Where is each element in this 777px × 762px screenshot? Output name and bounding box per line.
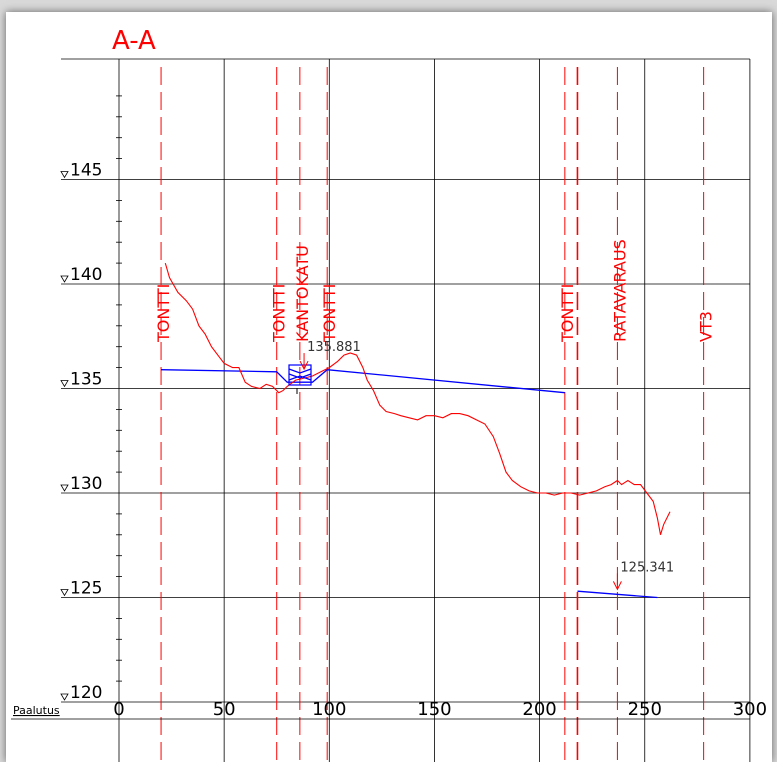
- boundary-label: KANTOKATU: [293, 245, 312, 342]
- y-tick-label: 135: [70, 370, 102, 390]
- annotation-arrow-head: [612, 581, 622, 591]
- terrain-profile: [164, 262, 671, 535]
- level-marker-icon: [60, 484, 69, 492]
- y-tick-label: 140: [70, 265, 102, 285]
- culvert-box: [288, 364, 312, 386]
- axes: 120 125 130 135 140 145 Paalutus 0 50 100 150 200 25…: [11, 95, 767, 720]
- culvert-hatch: [288, 368, 312, 381]
- level-annotation: 135.881: [307, 340, 361, 355]
- boundary-label: TONTTI: [270, 284, 289, 343]
- level-marker-icon: [60, 380, 69, 388]
- y-tick-label: 125: [70, 579, 102, 599]
- y-tick-label: 120: [70, 683, 102, 703]
- drawing-sheet: TONTTI TONTTI KANTOKATU TONTTI TONTTI RATAVAR…: [6, 12, 772, 762]
- boundary-lines: TONTTI TONTTI KANTOKATU TONTTI TONTTI RATAVAR…: [154, 67, 716, 762]
- terrain-line: [164, 262, 671, 535]
- x-tick-label: 200: [522, 699, 556, 720]
- plan-line: [577, 590, 658, 599]
- level-marker-icon: [60, 693, 69, 701]
- x-tick-label: 0: [113, 699, 124, 720]
- grid: [61, 58, 751, 762]
- level-marker-icon: [60, 589, 69, 597]
- boundary-label: TONTTI: [320, 284, 339, 343]
- boundary-label: RATAVARAUS: [610, 239, 629, 342]
- cross-section-drawing: TONTTI TONTTI KANTOKATU TONTTI TONTTI RATAVAR…: [11, 26, 767, 762]
- level-marker-icon: [60, 275, 69, 283]
- x-tick-label: 250: [628, 699, 662, 720]
- culvert-symbol: [288, 364, 312, 394]
- boundary-label: VT3: [697, 311, 716, 342]
- plan-profile-lines: [161, 369, 658, 599]
- level-marker-icon: [60, 171, 69, 179]
- level-annotation: 125.341: [620, 560, 674, 575]
- paalutus-label: Paalutus: [13, 704, 60, 717]
- y-tick-label: 130: [70, 474, 102, 494]
- boundary-label: TONTTI: [558, 284, 577, 343]
- section-title: A-A: [112, 26, 156, 56]
- y-tick-label: 145: [70, 161, 102, 181]
- boundary-label: TONTTI: [154, 284, 173, 343]
- annotation-arrow-head: [299, 360, 309, 371]
- x-tick-label: 50: [213, 699, 236, 720]
- annotations: 135.881 125.341: [299, 340, 674, 591]
- plan-line: [161, 369, 565, 394]
- x-tick-label: 300: [733, 699, 767, 720]
- x-tick-label: 150: [417, 699, 451, 720]
- x-tick-label: 100: [312, 699, 346, 720]
